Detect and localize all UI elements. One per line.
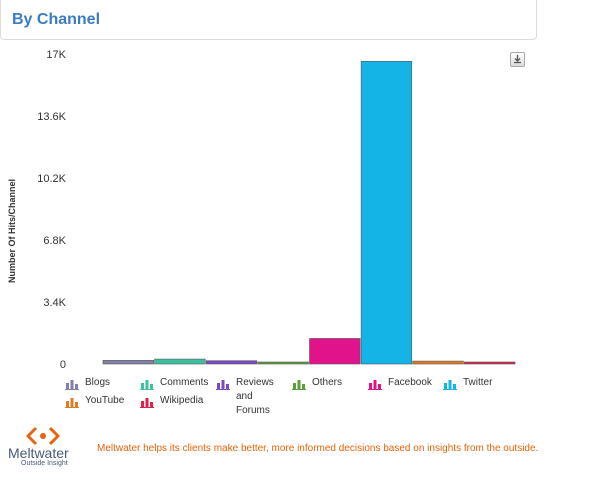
legend-item-twitter[interactable]: Twitter [443, 377, 493, 390]
legend-label: Facebook [388, 377, 432, 388]
legend-item-blogs[interactable]: Blogs [65, 377, 111, 390]
meltwater-logo: Meltwater Outside Insight [8, 425, 78, 470]
legend-label: Twitter [463, 377, 493, 388]
bar-twitter [360, 60, 413, 365]
bar-chart-icon [368, 378, 382, 390]
y-tick-label: 13.6K [37, 111, 66, 123]
logo-tagline: Outside Insight [21, 460, 68, 467]
y-axis-title: Number Of Hits/Channel [7, 179, 17, 283]
legend-item-youtube[interactable]: YouTube [65, 395, 125, 408]
bar-chart-icon [65, 378, 79, 390]
legend-label: Others [312, 377, 343, 388]
legend-item-others[interactable]: Others [292, 377, 343, 390]
footer-note: Meltwater helps its clients make better,… [97, 443, 539, 454]
bar-blogs [102, 360, 154, 365]
legend-label: Wikipedia [160, 395, 204, 406]
legend-item-comments[interactable]: Comments [140, 377, 209, 390]
bar-chart-icon [140, 378, 154, 390]
legend-item-facebook[interactable]: Facebook [368, 377, 432, 390]
legend-item-reviews-and-forums[interactable]: Reviews and Forums [216, 377, 274, 418]
bar-chart-icon [216, 378, 230, 390]
y-tick-label: 17K [46, 49, 66, 61]
legend-label: Comments [160, 377, 209, 388]
legend-label: YouTube [85, 395, 125, 406]
bar-chart-icon [65, 396, 79, 408]
bar-others [257, 361, 309, 365]
chart-title-box: By Channel [0, 0, 537, 40]
download-icon [514, 55, 521, 64]
legend-label: Blogs [85, 377, 111, 388]
bar-chart-icon [292, 378, 306, 390]
bar-reviews-and-forums [205, 360, 258, 365]
y-tick-label: 3.4K [43, 297, 66, 309]
bar-chart-icon [140, 396, 154, 408]
y-tick-label: 6.8K [43, 235, 66, 247]
bar-wikipedia [464, 361, 516, 365]
bar-facebook [309, 338, 361, 365]
meltwater-logo-mark [26, 426, 60, 446]
y-tick-label: 0 [60, 359, 66, 371]
y-tick-label: 10.2K [37, 173, 66, 185]
bar-chart-icon [443, 378, 457, 390]
legend-label: Reviews and Forums [236, 377, 274, 416]
export-button[interactable] [510, 52, 525, 67]
legend-item-wikipedia[interactable]: Wikipedia [140, 395, 204, 408]
bar-youtube [412, 360, 464, 365]
logo-wordmark: Meltwater [8, 445, 69, 461]
chart-title: By Channel [12, 11, 101, 28]
bar-comments [154, 358, 206, 365]
